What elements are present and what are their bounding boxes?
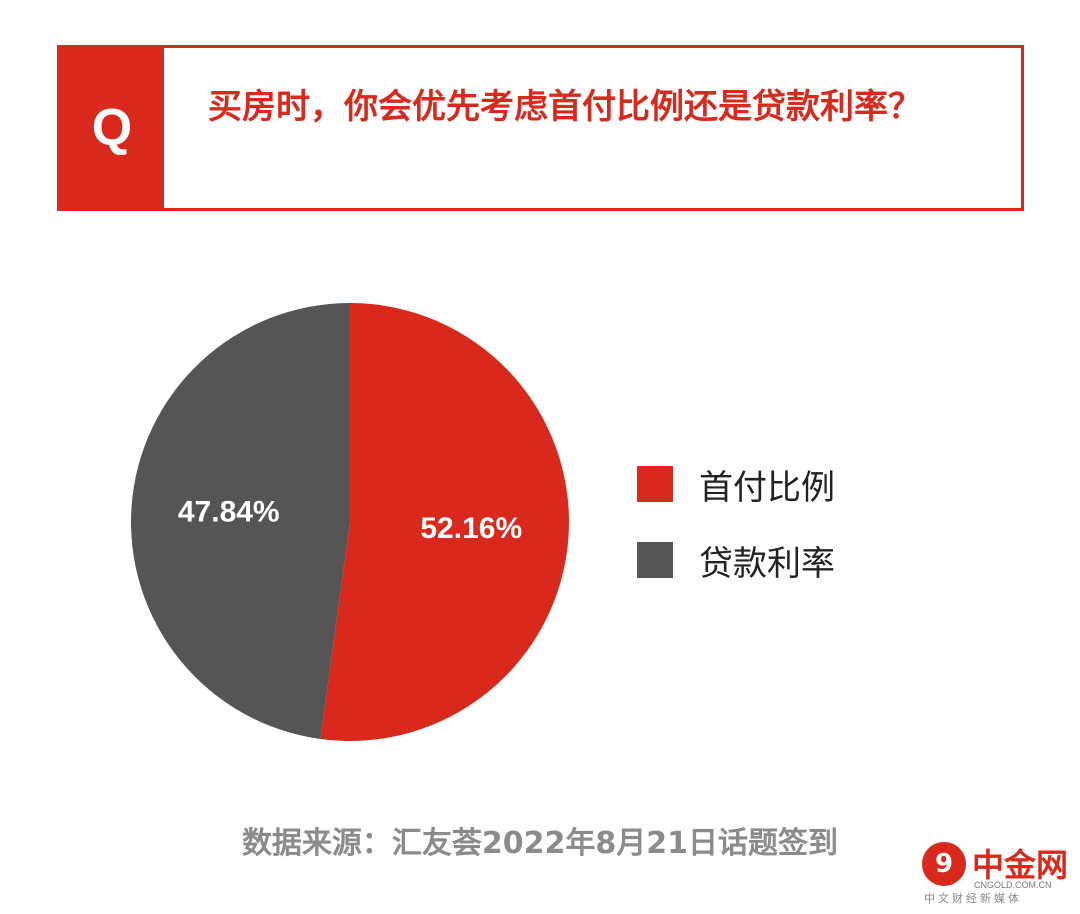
logo-name: 中金网 — [972, 846, 1069, 884]
slice-data-label: 52.16% — [420, 512, 522, 545]
legend-label: 首付比例 — [699, 467, 835, 508]
logo-url: CNGOLD.COM.CN — [974, 880, 1052, 890]
watermark-logo: 9 中金网 CNGOLD.COM.CN 中文财经新媒体 — [920, 838, 1070, 908]
legend-item-loan-rate: 贷款利率 — [637, 534, 835, 586]
question-box: Q 买房时，你会优先考虑首付比例还是贷款利率？ — [57, 45, 1024, 211]
pie-chart: 52.16% 47.84% — [131, 303, 570, 741]
logo-icon: 9 — [922, 842, 966, 886]
slice-data-label: 47.84% — [178, 496, 280, 529]
question-text: 买房时，你会优先考虑首付比例还是贷款利率？ — [208, 87, 922, 127]
chart-legend: 首付比例 贷款利率 — [637, 458, 835, 610]
legend-label: 贷款利率 — [699, 543, 835, 584]
legend-item-down-payment: 首付比例 — [637, 458, 835, 510]
logo-tagline: 中文财经新媒体 — [924, 892, 1022, 905]
pie-slice — [131, 303, 350, 739]
data-source-note: 数据来源：汇友荟2022年8月21日话题签到 — [241, 826, 839, 861]
pie-slice — [320, 303, 570, 741]
legend-swatch — [637, 466, 673, 502]
question-badge: Q — [60, 48, 164, 208]
legend-swatch — [637, 542, 673, 578]
